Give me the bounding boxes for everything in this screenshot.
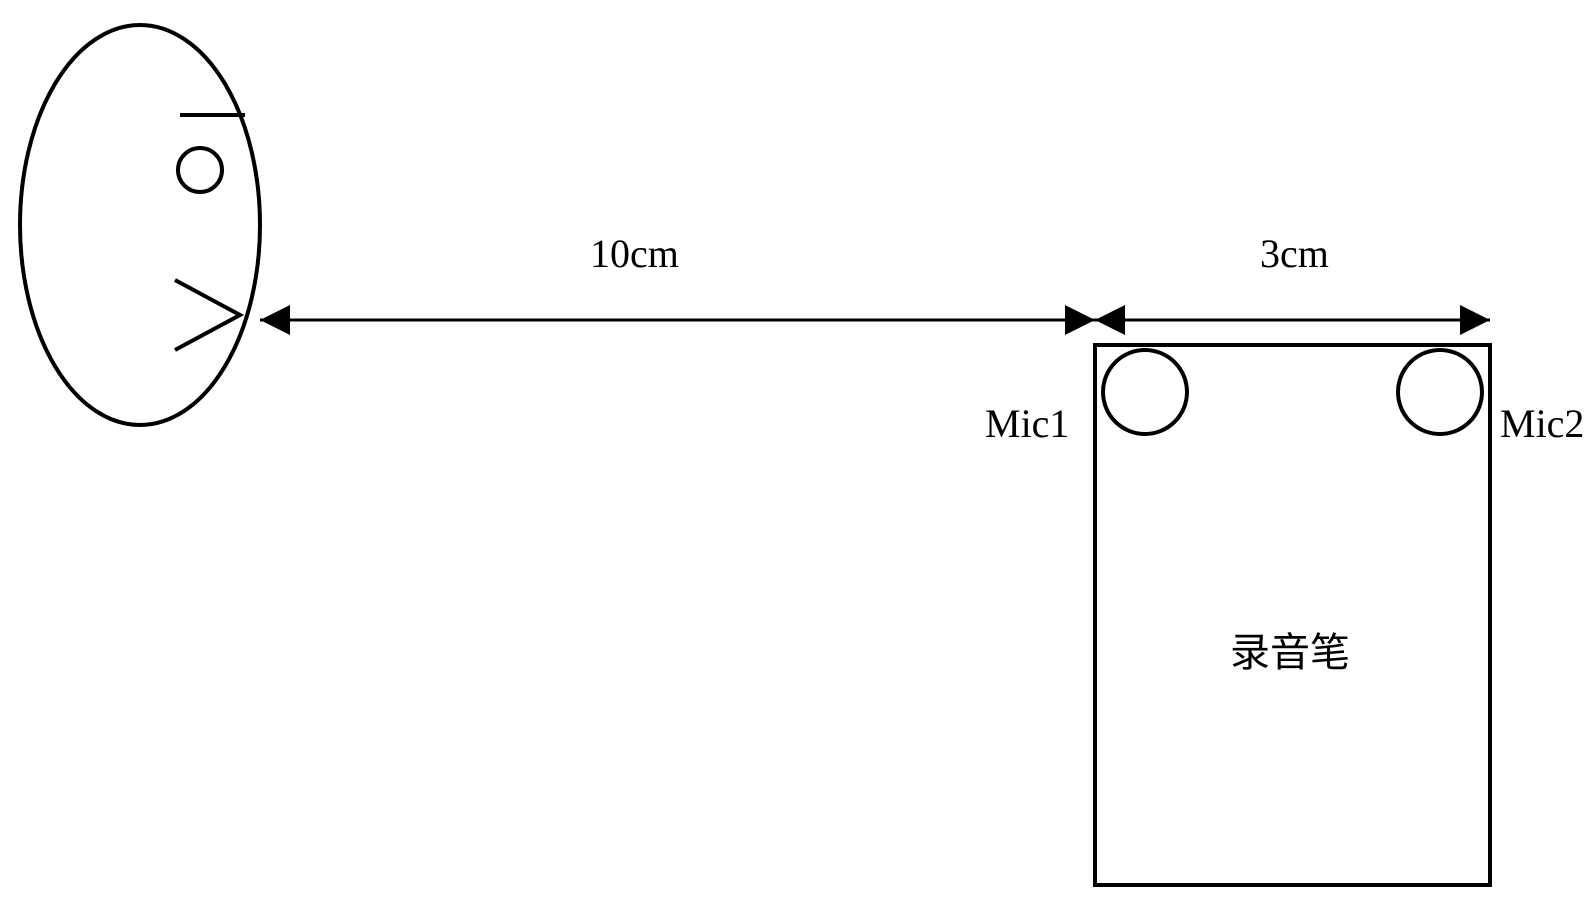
face-outline xyxy=(20,25,260,425)
width-label-3cm: 3cm xyxy=(1260,230,1329,277)
mouth xyxy=(175,280,240,350)
distance-label-10cm: 10cm xyxy=(590,230,679,277)
diagram-canvas xyxy=(0,0,1596,915)
face xyxy=(20,25,260,425)
mic2-label: Mic2 xyxy=(1500,400,1584,447)
mic2-circle xyxy=(1398,350,1482,434)
recorder-body xyxy=(1095,345,1490,885)
recorder-label: 录音笔 xyxy=(1230,620,1350,678)
mic1-label: Mic1 xyxy=(985,400,1069,447)
mic1-circle xyxy=(1103,350,1187,434)
eye xyxy=(178,148,222,192)
